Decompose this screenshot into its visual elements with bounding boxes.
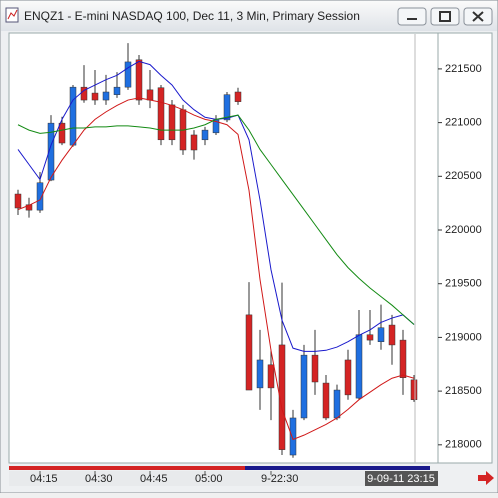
candle-body [201, 129, 209, 141]
candle-body [190, 134, 198, 151]
candle-body [245, 314, 253, 391]
minimize-button[interactable] [397, 7, 427, 26]
candle-body [91, 92, 99, 101]
app-icon [5, 7, 19, 23]
candle-body [168, 104, 176, 141]
candle-body [102, 91, 110, 101]
cursor-time-box [365, 471, 438, 486]
candle-body [278, 344, 286, 450]
candle-body [36, 182, 44, 211]
candle-body [157, 87, 165, 141]
candle-body [311, 354, 319, 383]
candle-body [47, 122, 55, 181]
candle-body [113, 86, 121, 95]
candle-body [69, 86, 77, 146]
maximize-button[interactable] [430, 7, 460, 26]
plot-area [8, 32, 439, 464]
candle-body [58, 122, 66, 144]
moving-average [17, 97, 415, 441]
time-axis [9, 471, 438, 486]
y-tick-label: 221500 [445, 63, 482, 75]
cursor-time: 9-09-11 23:15 [367, 473, 435, 485]
candle-body [124, 61, 132, 88]
candle-body [333, 389, 341, 419]
y-tick-label: 218000 [445, 439, 482, 451]
y-tick-label: 220000 [445, 224, 482, 236]
x-tick-label: 04:45 [140, 473, 168, 485]
y-tick-label: 220500 [445, 170, 482, 182]
candle-body [14, 193, 22, 209]
scroll-arrow[interactable] [478, 471, 494, 485]
candle-body [388, 324, 396, 346]
candle-body [234, 91, 242, 102]
y-tick-label: 219500 [445, 278, 482, 290]
close-glyph [472, 11, 484, 22]
candle-body [146, 89, 154, 101]
y-tick-label: 221000 [445, 117, 482, 129]
candle-body [300, 354, 308, 419]
candle-body [366, 334, 374, 341]
y-tick-label: 219000 [445, 331, 482, 343]
candle-body [377, 327, 385, 342]
candle-body [344, 359, 352, 396]
candle-body [267, 364, 275, 389]
candle-body [223, 94, 231, 121]
candle-body [355, 334, 363, 399]
session-bar-prior [9, 466, 245, 470]
session-bar-current [245, 466, 430, 470]
x-tick-label: 04:15 [30, 473, 58, 485]
candle-body [410, 379, 418, 400]
x-tick-label: 04:30 [85, 473, 113, 485]
price-axis [437, 32, 493, 464]
x-tick-label: 05:00 [195, 473, 223, 485]
moving-average [17, 114, 415, 325]
y-tick-label: 218500 [445, 385, 482, 397]
maximize-glyph [439, 11, 451, 22]
candle-body [399, 339, 407, 378]
x-tick-label: 9-22:30 [261, 473, 298, 485]
candle-body [135, 59, 143, 101]
candle-body [289, 417, 297, 456]
app-icon-glyph [7, 9, 18, 20]
candle-body [322, 382, 330, 419]
window-title: ENQZ1 - E-mini NASDAQ 100, Dec 11, 3 Min… [24, 9, 360, 23]
candle-body [256, 359, 264, 389]
